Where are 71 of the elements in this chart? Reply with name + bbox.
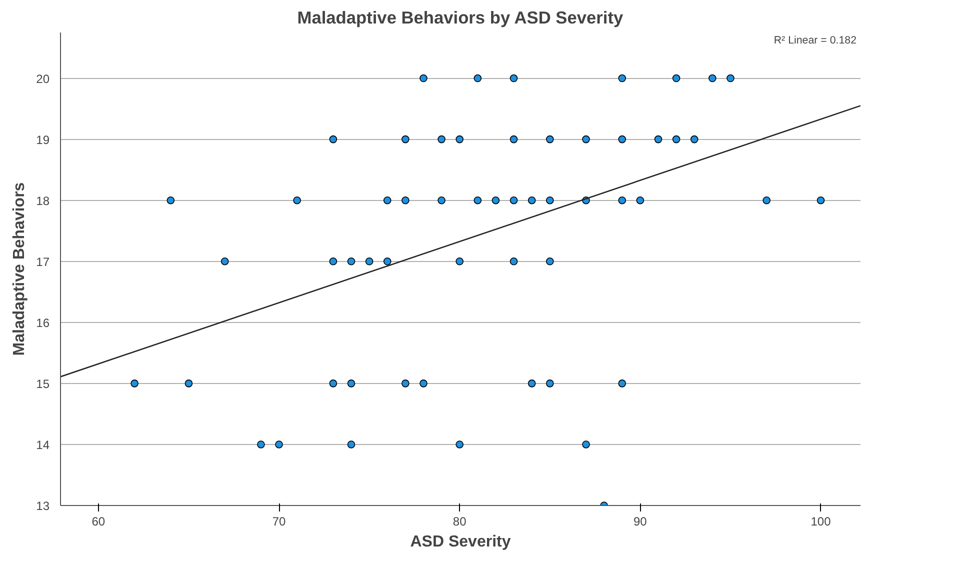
point [708,74,716,82]
point [329,380,338,388]
point [546,135,554,144]
point [438,196,446,204]
y-tick-label: 19 [36,132,50,147]
x-tick-label: 90 [634,514,648,528]
point [762,196,770,204]
y-tick-label: 13 [36,499,50,513]
point [402,380,410,388]
x-tick-label: 80 [452,514,467,528]
x-tick-label: 70 [272,514,286,528]
point [402,135,410,144]
point [275,440,283,448]
annotation: R² Linear = 0.182 [774,34,857,46]
point [456,440,464,448]
y-tick-label: 20 [36,72,50,86]
point [582,440,590,448]
point [184,380,193,388]
point [220,257,229,266]
point [636,196,644,204]
point [672,135,680,144]
point [347,440,356,448]
y-tick-label: 14 [36,438,50,452]
point [166,196,175,204]
point [420,74,428,82]
point [474,74,482,82]
point [672,74,680,82]
point [474,196,482,204]
point [438,135,446,144]
point [528,380,536,388]
y-tick-label: 17 [36,254,50,269]
x-axis-title: ASD Severity [410,534,511,550]
point [456,257,464,266]
point [528,196,536,204]
point [618,196,626,204]
point [690,135,698,144]
point [510,196,518,204]
point [365,257,374,266]
point [130,380,138,388]
point [582,135,590,144]
point [618,135,626,144]
point [726,74,734,82]
chart-title: Maladaptive Behaviors by ASD Severity [297,8,624,28]
point [456,135,464,144]
point [402,196,410,204]
point [510,135,518,144]
point [618,74,626,82]
point [329,257,338,266]
point [546,196,554,204]
point [329,135,338,144]
y-axis-title: Maladaptive Behaviors [11,182,28,356]
point [546,380,554,388]
point [420,380,428,388]
point [347,257,356,266]
point [654,135,662,144]
point [257,440,265,448]
y-tick-label: 16 [36,316,50,330]
y-tick-label: 18 [36,194,50,208]
point [347,380,356,388]
x-tick-label: 60 [92,514,106,528]
point [492,196,500,204]
point [546,257,554,266]
point [383,257,392,266]
point [510,74,518,82]
point [510,257,518,266]
point [293,196,301,204]
point [816,196,825,204]
y-tick-label: 15 [36,376,50,391]
x-tick-label: 100 [810,514,832,528]
point [618,380,626,388]
point [383,196,392,204]
